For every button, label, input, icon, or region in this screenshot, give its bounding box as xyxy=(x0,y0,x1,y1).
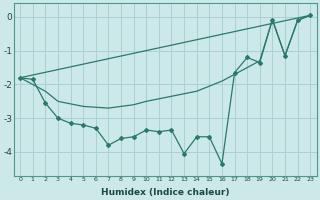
X-axis label: Humidex (Indice chaleur): Humidex (Indice chaleur) xyxy=(101,188,229,197)
